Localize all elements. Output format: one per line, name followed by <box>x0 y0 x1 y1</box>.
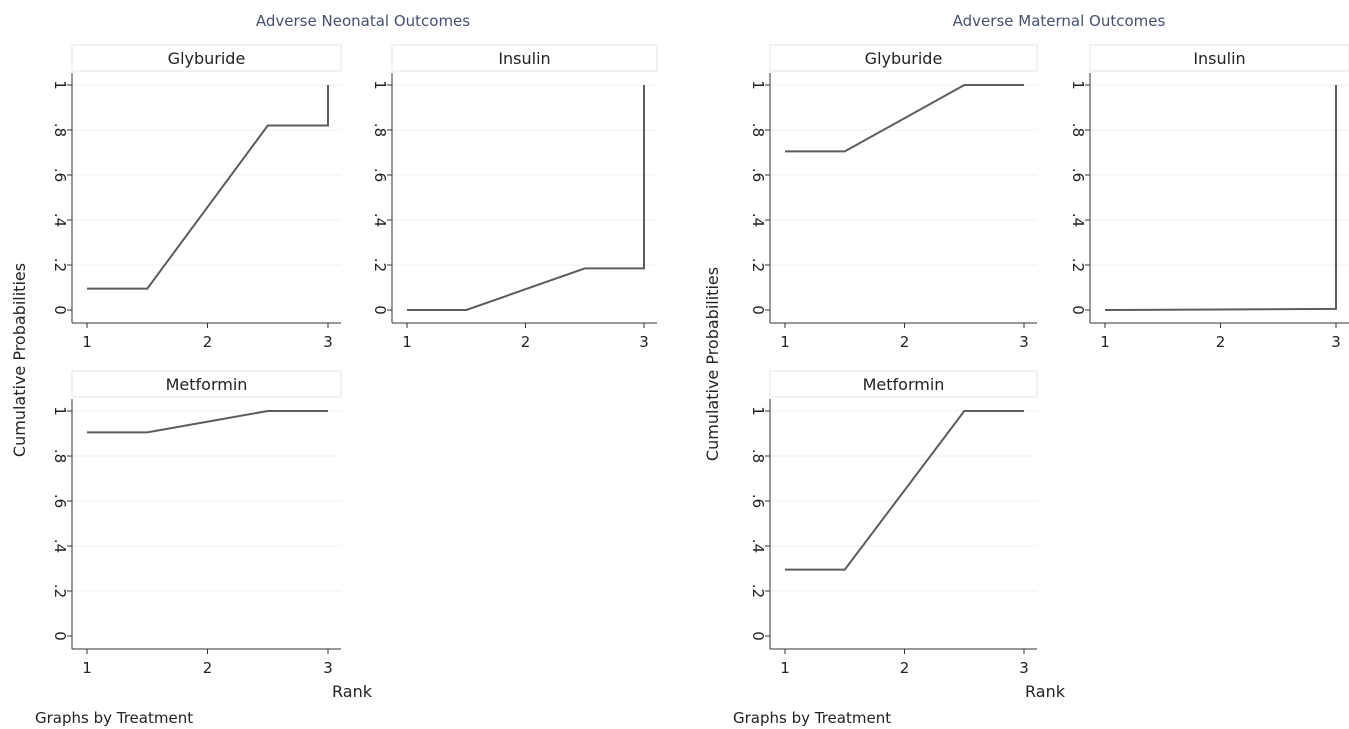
chart1-panel0-xtick-label-0: 1 <box>780 333 790 351</box>
chart-title-maternal: Adverse Maternal Outcomes <box>953 12 1166 30</box>
chart1-panel0-ytick-label-4: .8 <box>749 123 767 137</box>
chart0-panel0-ytick-label-1: .2 <box>51 258 69 272</box>
chart0-panel1-ytick-label-3: .6 <box>371 168 389 182</box>
chart0-panel0-strip <box>71 44 342 72</box>
chart1-panel0-title: Glyburide <box>865 49 943 68</box>
chart1-panel1-ytick-label-5: 1 <box>1069 80 1087 90</box>
chart0-panel1-ytick-label-5: 1 <box>371 80 389 90</box>
chart1-panel1-xtick-label-1: 2 <box>1216 333 1226 351</box>
chart0-panel1-xtick-label-1: 2 <box>521 333 531 351</box>
chart1-panel1-strip <box>1089 44 1349 72</box>
chart1-panel2-ytick-label-2: .4 <box>749 539 767 553</box>
chart1-panel0-ytick-label-2: .4 <box>749 213 767 227</box>
chart1-panel1-ytick-label-2: .4 <box>1069 213 1087 227</box>
graphs-note-maternal: Graphs by Treatment <box>733 709 891 727</box>
chart1-panel0-xtick-label-1: 2 <box>900 333 910 351</box>
chart0-panel2-xtick-label-0: 1 <box>82 659 92 677</box>
chart1-panel1-ytick-label-0: 0 <box>1069 305 1087 315</box>
chart1-panel2-ytick-label-3: .6 <box>749 494 767 508</box>
chart1-panel1-ytick-label-1: .2 <box>1069 258 1087 272</box>
chart0-panel2-xtick-label-1: 2 <box>203 659 213 677</box>
chart0-panel2-ytick-label-0: 0 <box>51 631 69 641</box>
chart1-panel0-xtick-label-2: 3 <box>1019 333 1029 351</box>
chart0-panel1-xtick-label-0: 1 <box>402 333 412 351</box>
chart0-panel1-ytick-label-1: .2 <box>371 258 389 272</box>
chart0-panel1-strip <box>391 44 658 72</box>
chart1-panel1-series-line <box>1104 85 1337 311</box>
chart0-panel0-ytick-label-0: 0 <box>51 305 69 315</box>
chart0-panel1-title: Insulin <box>498 49 550 68</box>
chart0-panel2-ytick-label-1: .2 <box>51 584 69 598</box>
chart0-panel0-series-line <box>87 85 329 290</box>
chart0-panel2-series-line <box>87 410 328 434</box>
chart1-panel1-xtick-label-0: 1 <box>1100 333 1110 351</box>
chart1-panel2-ytick-label-1: .2 <box>749 584 767 598</box>
chart1-panel0-strip <box>769 44 1038 72</box>
chart0-panel1-ytick-label-0: 0 <box>371 305 389 315</box>
chart0-panel2-xtick-label-2: 3 <box>323 659 333 677</box>
chart0-panel1-group: Insulin 0 .2 .4 .6 .8 1 1 2 3 <box>371 44 658 351</box>
chart0-panel0-ytick-label-3: .6 <box>51 168 69 182</box>
chart1-panel2-ytick-label-0: 0 <box>749 631 767 641</box>
chart0-panel0-xtick-label-1: 2 <box>203 333 213 351</box>
chart0-panel2-ytick-label-2: .4 <box>51 539 69 553</box>
chart1-panel2-series-line <box>785 410 1024 571</box>
chart1-panel0-ytick-label-3: .6 <box>749 168 767 182</box>
chart1-panel0-series-line <box>785 84 1024 153</box>
chart0-panel0-xtick-label-2: 3 <box>323 333 333 351</box>
x-axis-label-neonatal: Rank <box>332 682 373 701</box>
y-axis-label-maternal: Cumulative Probabilities <box>703 267 722 461</box>
chart1-panel2-group: Metformin 0 .2 .4 .6 .8 1 1 2 3 <box>749 370 1038 677</box>
chart0-panel0-ytick-label-2: .4 <box>51 213 69 227</box>
chart0-panel1-xtick-label-2: 3 <box>639 333 649 351</box>
chart0-panel2-title: Metformin <box>166 375 248 394</box>
chart0-panel2-strip <box>71 370 342 398</box>
chart1-panel1-xtick-label-2: 3 <box>1331 333 1341 351</box>
chart0-panel2-ytick-label-3: .6 <box>51 494 69 508</box>
chart0-panel0-ytick-label-5: 1 <box>51 80 69 90</box>
chart1-panel1-ytick-label-4: .8 <box>1069 123 1087 137</box>
x-axis-label-maternal: Rank <box>1025 682 1066 701</box>
chart1-panel0-group: Glyburide 0 .2 .4 .6 .8 1 1 2 3 <box>749 44 1038 351</box>
chart0-panel2-ytick-label-5: 1 <box>51 406 69 416</box>
chart1-panel1-ytick-label-3: .6 <box>1069 168 1087 182</box>
chart1-panel2-ytick-label-5: 1 <box>749 406 767 416</box>
chart1-panel2-strip <box>769 370 1038 398</box>
chart0-panel0-xtick-label-0: 1 <box>82 333 92 351</box>
chart0-panel1-ytick-label-4: .8 <box>371 123 389 137</box>
chart0-panel1-ytick-label-2: .4 <box>371 213 389 227</box>
y-axis-label-neonatal: Cumulative Probabilities <box>10 263 29 457</box>
chart1-panel2-title: Metformin <box>863 375 945 394</box>
chart0-panel1-series-line <box>407 85 645 311</box>
chart1-panel1-group: Insulin 0 .2 .4 .6 .8 1 1 2 3 <box>1069 44 1349 351</box>
chart1-panel2-xtick-label-2: 3 <box>1019 659 1029 677</box>
chart1-panel2-xtick-label-1: 2 <box>900 659 910 677</box>
chart1-panel2-xtick-label-0: 1 <box>780 659 790 677</box>
chart0-panel2-ytick-label-4: .8 <box>51 449 69 463</box>
chart1-panel2-ytick-label-4: .8 <box>749 449 767 463</box>
chart0-panel0-group: Glyburide 0 .2 .4 .6 .8 1 1 2 3 <box>51 44 342 351</box>
graphs-note-neonatal: Graphs by Treatment <box>35 709 193 727</box>
chart1-panel0-ytick-label-0: 0 <box>749 305 767 315</box>
chart0-panel2-group: Metformin 0 .2 .4 .6 .8 1 1 2 3 <box>51 370 342 677</box>
chart1-panel1-title: Insulin <box>1193 49 1245 68</box>
chart-title-neonatal: Adverse Neonatal Outcomes <box>256 12 470 30</box>
chart1-panel0-ytick-label-1: .2 <box>749 258 767 272</box>
chart1-panel0-ytick-label-5: 1 <box>749 80 767 90</box>
chart0-panel0-title: Glyburide <box>168 49 246 68</box>
chart0-panel0-ytick-label-4: .8 <box>51 123 69 137</box>
